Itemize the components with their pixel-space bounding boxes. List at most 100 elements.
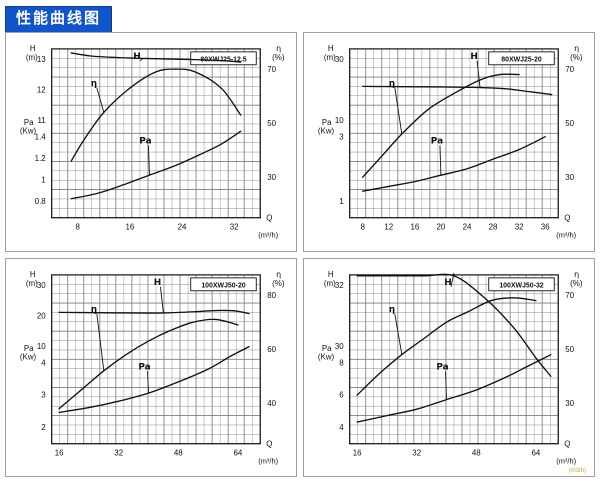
x-tick-24: 24	[463, 223, 472, 232]
y-tick-pa-3: 3	[41, 390, 46, 399]
x-tick-36: 36	[541, 223, 550, 232]
curves	[356, 273, 552, 423]
y-tick-pa-3: 3	[339, 133, 344, 142]
curve-Pa	[362, 136, 546, 192]
y-tick-pa-2: 2	[41, 422, 46, 431]
y-tick-eta-40: 40	[267, 399, 276, 408]
axis-unit-pa: (Kw)	[20, 127, 37, 136]
x-tick-28: 28	[489, 223, 498, 232]
curve-annotations: Hη Pa	[389, 52, 481, 176]
model-label: 100XWJ50-32	[488, 276, 555, 291]
page-title: 性能曲线图	[16, 9, 102, 27]
x-tick-32: 32	[230, 223, 239, 232]
curve-pa-label: Pa	[436, 362, 448, 372]
model-label-box	[190, 276, 257, 291]
model-label: 80XWJ25-20	[488, 51, 555, 66]
curve-h-leader	[450, 272, 455, 287]
curve-pa-leader	[439, 145, 442, 176]
curve-eta-label: η	[389, 79, 395, 89]
axis-label-eta: η	[276, 269, 281, 278]
y-tick-eta-30: 30	[267, 173, 276, 182]
curve-eta-leader	[96, 313, 105, 371]
grid	[51, 273, 261, 444]
curve-annotations: Hη Pa	[389, 272, 455, 400]
axis-label-q: Q	[266, 214, 272, 223]
curve-pa-leader	[147, 370, 149, 393]
curve-pa-label: Pa	[139, 136, 151, 146]
curve-η	[356, 296, 537, 396]
curve-Pa	[356, 353, 552, 423]
curve-H	[362, 85, 553, 96]
axis-label-h: H	[328, 44, 334, 53]
curve-eta-label: η	[91, 305, 97, 315]
x-tick-16: 16	[55, 448, 64, 457]
curve-h-leader	[159, 286, 164, 313]
curve-pa-leader	[445, 370, 447, 400]
curve-h-leader	[476, 60, 481, 88]
curve-annotations: Hη Pa	[91, 277, 164, 393]
curve-pa-label: Pa	[431, 136, 443, 146]
model-label: 100XWJ50-20	[190, 276, 257, 291]
y-tick-eta-60: 60	[267, 345, 276, 354]
x-tick-20: 20	[437, 223, 446, 232]
curve-eta-leader	[394, 87, 403, 135]
axis-label-pa: Pa	[322, 343, 332, 352]
stray-unit-text: (m3/h)	[568, 468, 586, 474]
plot-frame	[349, 48, 559, 219]
y-tick-pa-1: 1	[339, 197, 344, 206]
y-tick-eta-70: 70	[565, 291, 574, 300]
plot-frame	[51, 48, 261, 219]
axis-label-q: Q	[564, 214, 570, 223]
model-label-box	[488, 276, 555, 291]
curve-pa-label: Pa	[138, 362, 150, 372]
axis-unit-h: (m)	[324, 278, 336, 287]
axis-unit-eta: (%)	[570, 53, 583, 62]
curve-η	[58, 318, 239, 409]
axis-label-pa: Pa	[24, 343, 34, 352]
curve-eta-label: η	[91, 79, 97, 89]
axis-unit-eta: (%)	[272, 278, 285, 287]
y-tick-h-30: 30	[335, 341, 344, 350]
curve-eta-label: η	[389, 305, 395, 315]
chart-panel-3: H (m) 32 30 Pa (Kw) 8 6 4 η (%) 70 50 30 16 32 48 64 Q (m³/…	[303, 257, 595, 477]
x-tick-16: 16	[353, 448, 362, 457]
curve-h-leader	[139, 58, 144, 62]
x-tick-64: 64	[233, 448, 242, 457]
axis-label-eta: η	[574, 269, 579, 278]
y-tick-h-11: 11	[37, 116, 46, 125]
grid	[51, 48, 261, 219]
axis-unit-eta: (%)	[272, 53, 285, 62]
x-tick-32: 32	[114, 448, 123, 457]
axis-unit-pa: (Kw)	[20, 352, 37, 361]
y-tick-eta-30: 30	[565, 173, 574, 182]
y-tick-h-10: 10	[335, 116, 344, 125]
axis-unit-pa: (Kw)	[318, 352, 335, 361]
axis-label-q: Q	[266, 439, 272, 448]
axis-unit-q: (m³/h)	[556, 456, 576, 465]
x-tick-48: 48	[472, 448, 481, 457]
y-tick-eta-70: 70	[565, 65, 574, 74]
page-title-banner: 性能曲线图	[5, 6, 113, 33]
y-tick-h-12: 12	[37, 85, 46, 94]
curve-H	[58, 309, 250, 314]
curve-h-label: H	[133, 52, 140, 62]
chart-panel-0: H (m) 13 12 11 Pa (Kw) 1.4 1.2 1 0.8 η (%) 70 50 30 8 16 2…	[5, 32, 297, 252]
axis-unit-q: (m³/h)	[258, 231, 278, 240]
y-tick-h-20: 20	[37, 311, 46, 320]
axis-unit-pa: (Kw)	[318, 127, 335, 136]
axis-unit-q: (m³/h)	[258, 456, 278, 465]
chart-panel-2: H (m) 30 20 10 Pa (Kw) 4 3 2 η (%) 80 60 40 16 32 48 64 Q (m…	[5, 257, 297, 477]
y-tick-pa-4: 4	[339, 422, 344, 431]
curve-eta-leader	[394, 313, 403, 355]
axis-unit-h: (m)	[26, 53, 38, 62]
axis-unit-q: (m³/h)	[556, 231, 576, 240]
y-tick-pa-4: 4	[41, 358, 46, 367]
axis-label-eta: η	[276, 44, 281, 53]
y-tick-pa-1: 1	[41, 175, 46, 184]
curve-annotations: Hη Pa	[91, 52, 152, 176]
y-tick-pa-1.4: 1.4	[35, 133, 47, 142]
